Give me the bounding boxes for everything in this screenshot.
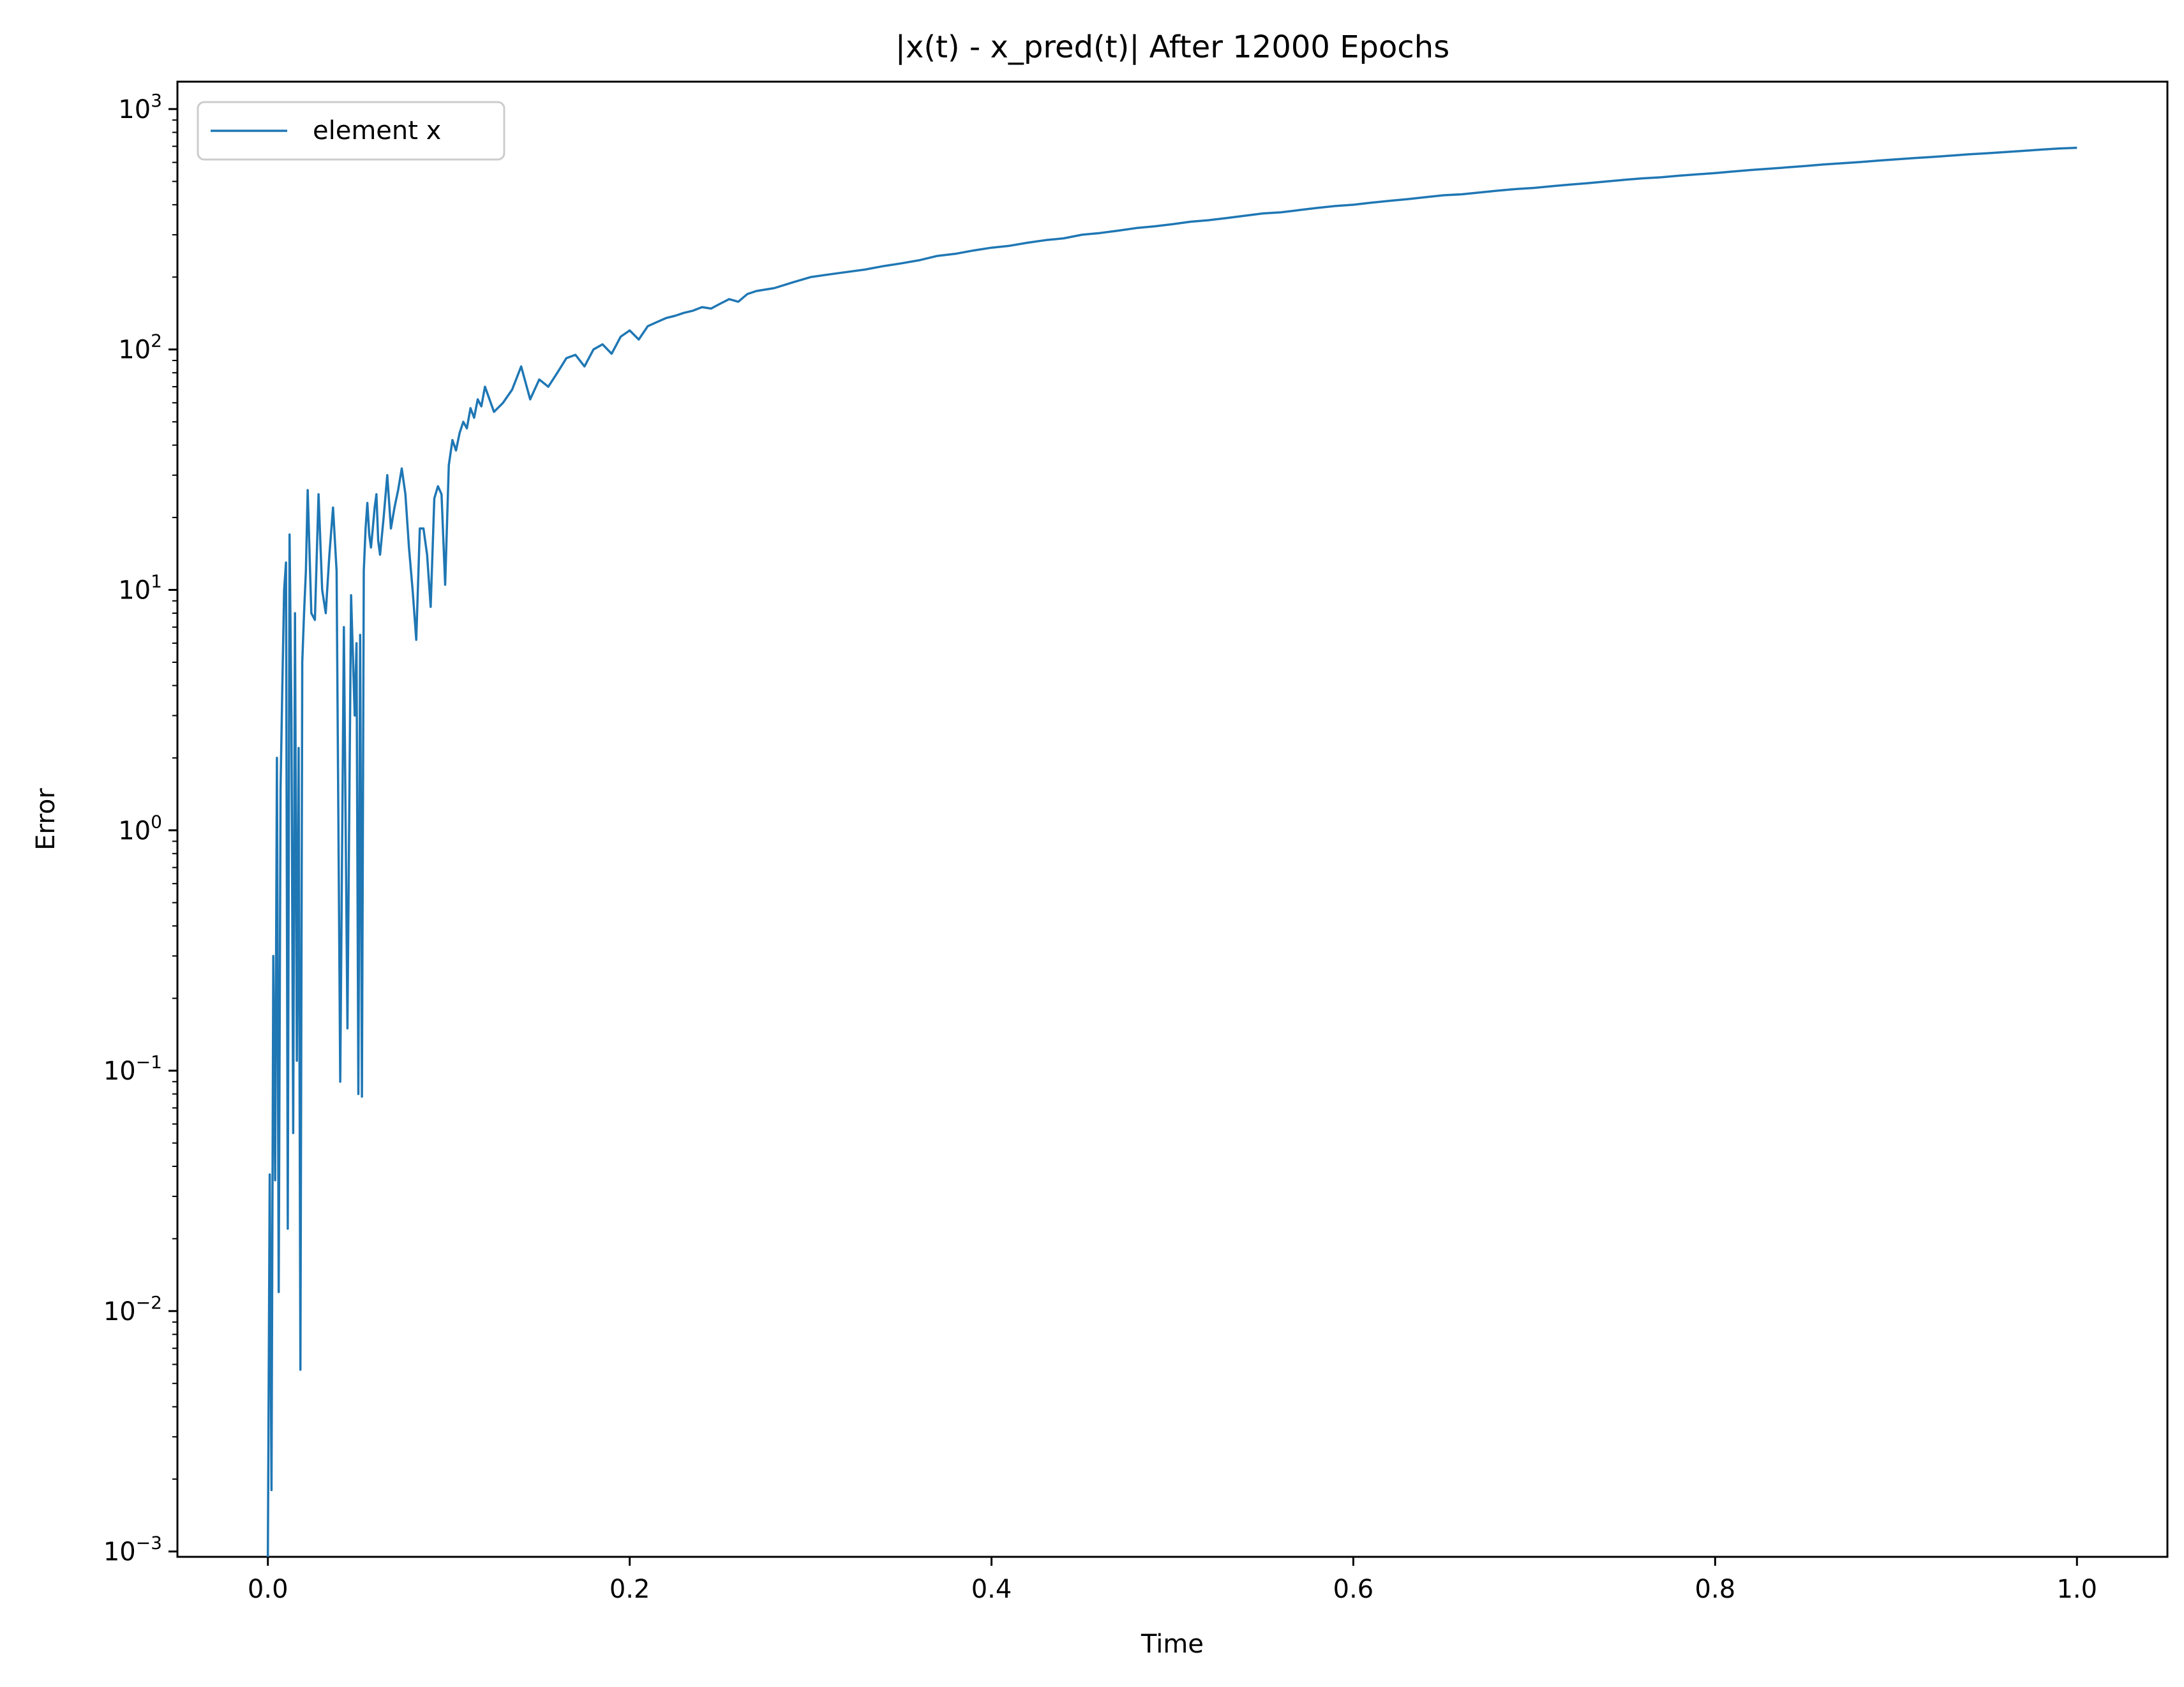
x-tick-label: 0.4 [971,1575,1012,1604]
x-tick-label: 1.0 [2056,1575,2097,1604]
x-tick-label: 0.2 [610,1575,650,1604]
y-axis-label: Error [31,788,61,851]
x-tick-label: 0.6 [1333,1575,1374,1604]
legend: element x [198,102,504,160]
legend-label: element x [313,116,441,145]
chart-title: |x(t) - x_pred(t)| After 12000 Epochs [895,29,1449,65]
x-axis-label: Time [1141,1630,1204,1659]
x-tick-label: 0.0 [248,1575,288,1604]
x-tick-label: 0.8 [1695,1575,1736,1604]
